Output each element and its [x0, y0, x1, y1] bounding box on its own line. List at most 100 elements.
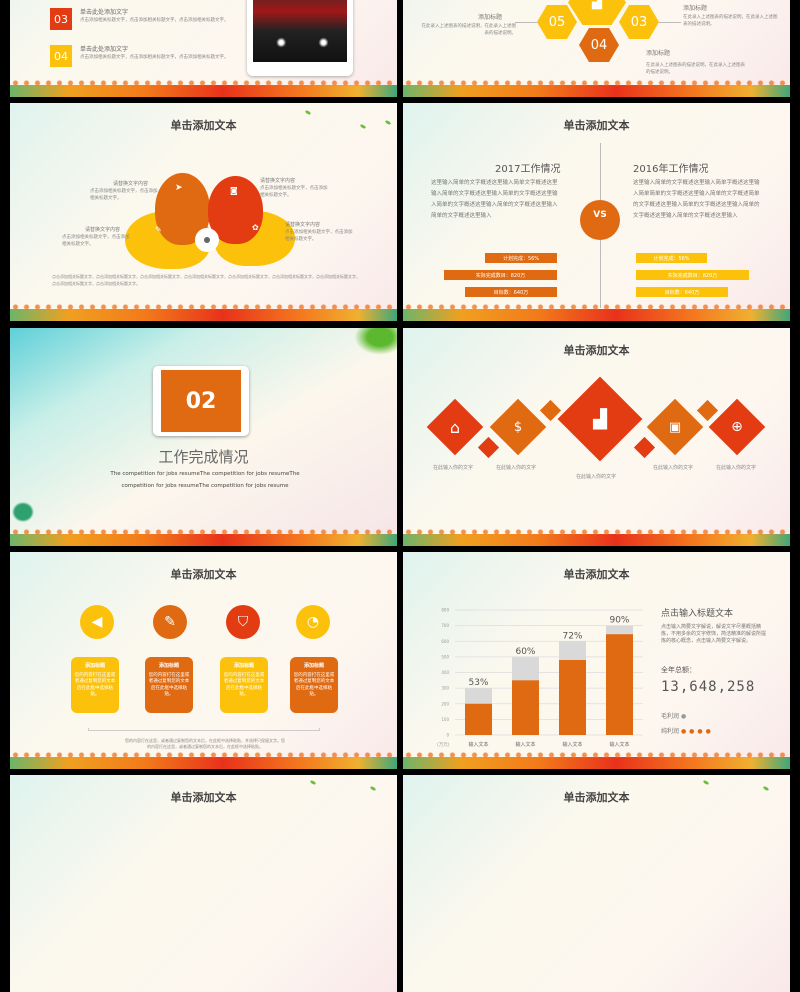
x-tick-label: 输入文本: [609, 741, 629, 748]
x-tick-label: 输入文本: [515, 741, 535, 748]
bar-net: [512, 680, 539, 735]
right-text: 这里输入简单的文字概述这里输入简单字概述这里输入简单简单的文字概述这里输入简单的…: [633, 180, 760, 219]
slide-title: 单击添加文本: [170, 119, 237, 132]
x-tick-label: 输入文本: [468, 741, 488, 748]
slide-vs[interactable]: 单击添加文本 VS 2017工作情况 这里输入简单的文字概述这里输入简单文字概述…: [403, 103, 790, 321]
total-value: 13,648,258: [661, 679, 756, 695]
tablet-frame: 02: [153, 366, 249, 436]
total-label: 全年总额：: [661, 666, 696, 674]
data-label: 72%: [562, 631, 582, 641]
slide-cards[interactable]: 单击添加文本 ◀ ✎ ⛉ ◔ 添加标题 您的内容打在这里或者通过复制您的文本后在此…: [10, 552, 397, 769]
slide-hexagons[interactable]: ▟ 05 04 03 添加标题 在此录入上述图表的描述说明，在此录入上述图表的描…: [403, 0, 790, 97]
arrow-left-icon: ◀: [80, 605, 114, 639]
label-title: 请替换文字内容: [113, 181, 149, 187]
slide-title: 单击添加文本: [563, 791, 630, 804]
y-tick-label: 300: [441, 686, 449, 691]
slide-title: 单击添加文本: [563, 119, 630, 132]
center-circle: [195, 228, 219, 252]
label-title: 添加标题: [683, 5, 708, 12]
notepad-icon: ✎: [153, 605, 187, 639]
flower-strip: [403, 751, 790, 769]
slide-next-right[interactable]: 单击添加文本: [403, 775, 790, 992]
section-number: 02: [161, 370, 241, 432]
left-bar-actual: 实际完成数目：820万: [444, 270, 557, 280]
hexagon-04: 04: [579, 28, 619, 62]
bar-net: [559, 660, 586, 735]
pencil-icon: ✎: [155, 225, 162, 234]
legend-net: 纯利润 ●●●●: [661, 728, 714, 735]
section-title: 工作完成情况: [158, 448, 249, 466]
flower-strip: [403, 528, 790, 546]
right-bar-plan: 计划完成：56%: [636, 253, 707, 263]
footer-text: 点击添加相关标题文字，点击添加相关标题文字，点击添加相关标题文字，点击添加相关标…: [52, 274, 360, 286]
shield-icon: ⛉: [226, 605, 260, 639]
item-badge-04: 04: [50, 45, 72, 67]
speedometer-icon: ◔: [296, 605, 330, 639]
y-tick-label: 500: [441, 654, 449, 659]
slide-title: 单击添加文本: [170, 568, 237, 581]
label-title: 请替换文字内容: [260, 178, 296, 184]
slide-section-02[interactable]: 02 工作完成情况 The competition for jobs resum…: [10, 328, 397, 546]
tree-image: [10, 500, 36, 524]
label-text: 点击添加相关标题文字，点击添加相关标题文字。: [90, 189, 158, 201]
label-text: 点击添加相关标题文字，点击添加相关标题文字。: [62, 235, 130, 247]
tablet-truck-image: [247, 0, 353, 76]
slide-title: 单击添加文本: [563, 568, 630, 581]
label-text: 在此录入上述图表的描述说明，在此录入上述图表的描述说明。: [421, 24, 517, 36]
globe-icon: ⊕: [731, 419, 743, 435]
left-title: 2017工作情况: [495, 164, 561, 175]
diamond-caption: 在此输入你的文字: [716, 465, 757, 471]
label-title: 添加标题: [646, 50, 671, 57]
diamond-caption: 在此输入你的文字: [433, 465, 474, 471]
label-text: 在此录入上述图表的描述说明，在此录入上述图表的描述说明。: [683, 15, 778, 27]
tree-branch-image: [350, 328, 397, 358]
y-tick-label: 400: [441, 670, 449, 675]
presentation-icon: ▣: [668, 419, 682, 435]
data-label: 90%: [609, 616, 629, 626]
camera-icon: ◙: [230, 186, 238, 195]
item-badge-03: 03: [50, 8, 72, 30]
slide-diamonds[interactable]: 单击添加文本 ⌂ $ ▟ ▣ ⊕ 在此输入你的文字 在此输入你的文字 在此输入你…: [403, 328, 790, 546]
flower-strip: [10, 751, 397, 769]
label-title: 请替换文字内容: [285, 222, 321, 228]
left-bar-target: 目标数：640万: [465, 287, 557, 297]
left-text: 这里输入简单的文字概述这里输入简单文字概述这里输入简单的文字概述这里输入简单的文…: [431, 180, 558, 219]
data-label: 53%: [468, 678, 488, 688]
bar-chart-icon: ▟: [593, 408, 607, 430]
card: 添加标题 您的内容打在这里或者通过复制您的文本后在此框中选择粘贴。: [290, 657, 338, 713]
flower-strip: [10, 303, 397, 321]
globe-diamond: ⊕: [708, 398, 766, 456]
money-bag-icon: $: [513, 419, 523, 435]
diamond-caption: 在此输入你的文字: [496, 465, 537, 471]
slide-items[interactable]: 03 单击此处添加文字 点击添加相关标题文字，点击添加相关标题文字，点击添加相关…: [10, 0, 397, 97]
label-text: 点击添加相关标题文字，点击添加相关标题文字。: [285, 230, 353, 242]
bracket-line: [88, 728, 320, 731]
vs-badge: VS: [580, 200, 620, 240]
hexagon-03: 03: [619, 5, 659, 39]
label-title: 添加标题: [478, 14, 503, 21]
side-text: 点击输入简要文字解说，解说文字尽量概括精炼，不用多余的文字修饰，简洁精准的解说所…: [661, 624, 767, 644]
footer-text: 您的内容打在这里，或者通过复制您的文本后，在此框中选择粘贴，并选择只保留文字。您…: [125, 738, 285, 749]
bar-chart: 0 100 200 300 400 500 600 700 800 (万元) 53% 输入文本 60% 输…: [437, 608, 643, 748]
right-bar-target: 目标数：640万: [636, 287, 728, 297]
diamond-caption: 在此输入你的文字: [576, 474, 617, 480]
label-text: 点击添加相关标题文字，点击添加相关标题文字。: [260, 186, 328, 198]
item-text: 点击添加相关标题文字，点击添加相关标题文字，点击添加相关标题文字。: [80, 18, 229, 23]
slide-petals[interactable]: 单击添加文本 ➤ ◙ ✎ ✿ 请替换文字内容 点击添加相关标题文字，点击添加相关…: [10, 103, 397, 321]
slide-chart[interactable]: 单击添加文本 0 100 200 300 400 500 600 700 800 (万元) 53% 输…: [403, 552, 790, 769]
bar-net: [465, 703, 492, 735]
x-tick-label: 输入文本: [562, 741, 582, 748]
item-title: 单击此处添加文字: [80, 46, 129, 53]
slide-title: 单击添加文本: [170, 791, 237, 804]
y-tick-label: 700: [441, 623, 449, 628]
paper-plane-icon: ➤: [175, 183, 183, 193]
side-title: 点击输入标题文本: [661, 609, 734, 619]
legend-gross: 毛利润 ●: [661, 713, 687, 720]
label-title: 请替换文字内容: [85, 227, 121, 233]
hexagon-05: 05: [537, 5, 577, 39]
card: 添加标题 您的内容打在这里或者通过复制您的文本后在此框中选择粘贴。: [145, 657, 193, 713]
slide-title: 单击添加文本: [563, 344, 630, 357]
y-tick-label: 100: [441, 717, 449, 722]
slide-next-left[interactable]: 单击添加文本: [10, 775, 397, 992]
left-bar-plan: 计划完成：56%: [485, 253, 557, 263]
